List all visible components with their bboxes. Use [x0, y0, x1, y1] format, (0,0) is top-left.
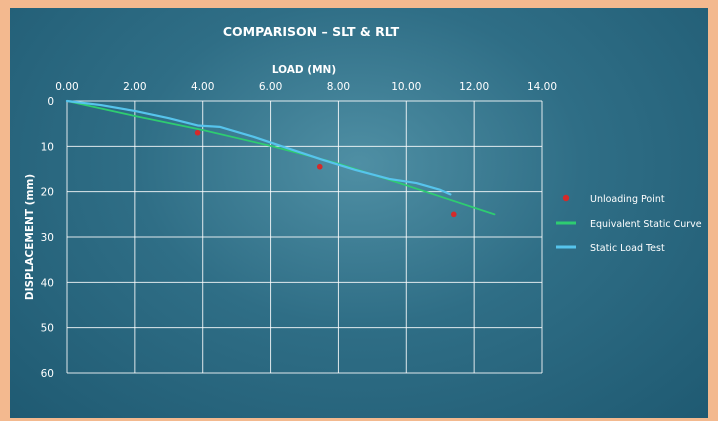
- static-load-test-line: [65, 99, 452, 196]
- y-tick-label: 20: [41, 187, 54, 199]
- legend-label: Unloading Point: [590, 194, 665, 205]
- legend-label: Equivalent Static Curve: [590, 219, 702, 230]
- unloading-point-marker: [450, 211, 457, 218]
- y-tick-label: 0: [47, 96, 54, 108]
- equivalent-static-curve-line: [66, 100, 496, 216]
- chart-background: [10, 8, 708, 418]
- unloading-point-marker: [316, 163, 323, 170]
- x-tick-label: 8.00: [327, 81, 350, 93]
- legend-swatch-unloading-point: [562, 194, 570, 202]
- x-axis-label: LOAD (MN): [272, 64, 336, 76]
- chart-title: COMPARISON – SLT & RLT: [223, 24, 400, 39]
- x-tick-label: 14.00: [527, 81, 557, 93]
- y-tick-label: 30: [41, 232, 54, 244]
- x-tick-label: 4.00: [191, 81, 214, 93]
- unloading-point-marker: [194, 129, 201, 136]
- x-tick-label: 10.00: [391, 81, 421, 93]
- y-axis-label: DISPLACEMENT (mm): [24, 174, 36, 300]
- y-tick-label: 40: [41, 277, 54, 289]
- x-tick-label: 0.00: [55, 81, 78, 93]
- x-tick-label: 2.00: [123, 81, 146, 93]
- legend-label: Static Load Test: [590, 243, 665, 254]
- y-tick-label: 60: [41, 368, 54, 380]
- x-tick-label: 12.00: [459, 81, 489, 93]
- y-tick-label: 10: [41, 141, 54, 153]
- x-tick-label: 6.00: [259, 81, 282, 93]
- y-tick-label: 50: [41, 323, 54, 335]
